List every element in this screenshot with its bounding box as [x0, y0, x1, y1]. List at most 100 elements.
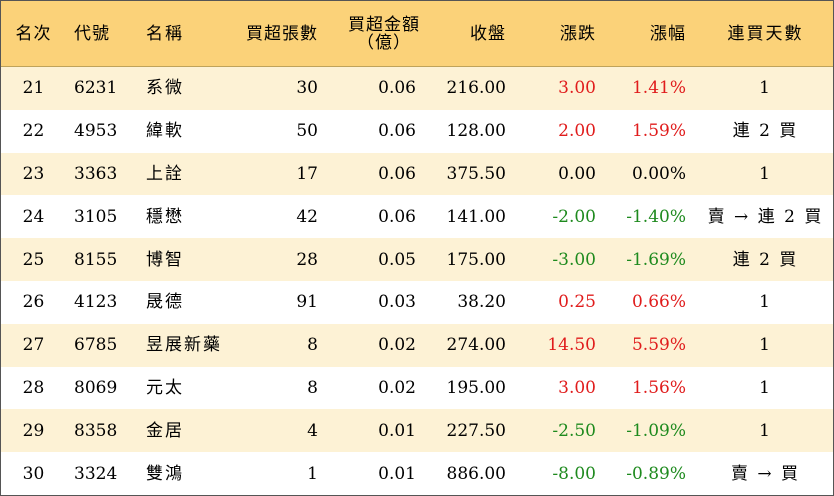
cell-change: -2.00: [552, 206, 596, 227]
header-name: 名稱: [146, 23, 184, 44]
cell-code: 3324: [74, 463, 118, 484]
header-code: 代號: [74, 23, 110, 44]
table-row: 24 3105 穩懋 42 0.06 141.00 -2.00 -1.40% 賣 → 連 2 買: [1, 195, 833, 239]
cell-close: 195.00: [446, 377, 506, 398]
cell-percent: 1.56%: [631, 377, 686, 398]
cell-close: 886.00: [446, 463, 506, 484]
cell-change: -3.00: [552, 249, 596, 270]
cell-days: 1: [759, 420, 772, 441]
cell-change: -2.50: [552, 420, 596, 441]
cell-code: 3363: [74, 163, 118, 184]
cell-code: 3105: [74, 206, 118, 227]
cell-amount: 0.02: [378, 335, 416, 356]
cell-days: 連 2 買: [732, 249, 799, 270]
cell-amount: 0.05: [378, 249, 416, 270]
cell-rank: 28: [22, 377, 45, 398]
cell-rank: 30: [22, 463, 45, 484]
table-body: 21 6231 系微 30 0.06 216.00 3.00 1.41% 1 22 4953 緯軟 50…: [1, 67, 833, 495]
cell-amount: 0.06: [378, 206, 416, 227]
cell-code: 8358: [74, 420, 118, 441]
cell-percent: 1.41%: [631, 78, 686, 99]
cell-amount: 0.01: [378, 420, 416, 441]
cell-amount: 0.01: [378, 463, 416, 484]
cell-amount: 0.06: [378, 121, 416, 142]
table-header: 名次 代號 名稱 買超張數 買超金額 （億） 收盤 漲跌 漲幅 連買天數: [1, 1, 833, 67]
cell-close: 375.50: [446, 163, 506, 184]
cell-name: 金居: [146, 420, 184, 441]
cell-change: 3.00: [558, 78, 596, 99]
header-percent: 漲幅: [650, 23, 686, 44]
cell-amount: 0.02: [378, 377, 416, 398]
cell-rank: 21: [22, 78, 45, 99]
table-row: 29 8358 金居 4 0.01 227.50 -2.50 -1.09% 1: [1, 409, 833, 453]
cell-name: 上詮: [146, 163, 184, 184]
cell-name: 系微: [146, 78, 184, 99]
cell-name: 博智: [146, 249, 184, 270]
cell-percent: -0.89%: [626, 463, 686, 484]
cell-close: 216.00: [446, 78, 506, 99]
table-row: 21 6231 系微 30 0.06 216.00 3.00 1.41% 1: [1, 67, 833, 110]
cell-close: 274.00: [446, 335, 506, 356]
cell-percent: -1.40%: [626, 206, 686, 227]
table-row: 25 8155 博智 28 0.05 175.00 -3.00 -1.69% 連 2 買: [1, 238, 833, 281]
cell-days: 1: [759, 78, 772, 99]
table-row: 26 4123 晟德 91 0.03 38.20 0.25 0.66% 1: [1, 280, 833, 324]
cell-rank: 29: [22, 420, 45, 441]
cell-code: 8069: [74, 377, 118, 398]
cell-volume: 8: [307, 377, 318, 398]
cell-percent: 5.59%: [631, 335, 686, 356]
cell-amount: 0.06: [378, 163, 416, 184]
cell-code: 4123: [74, 292, 118, 313]
cell-close: 175.00: [446, 249, 506, 270]
header-volume: 買超張數: [246, 23, 318, 44]
cell-volume: 17: [296, 163, 318, 184]
cell-percent: 0.66%: [631, 292, 686, 313]
header-rank: 名次: [15, 23, 52, 44]
cell-name: 元太: [146, 377, 184, 398]
header-change: 漲跌: [560, 23, 596, 44]
cell-close: 141.00: [446, 206, 506, 227]
cell-rank: 23: [22, 163, 45, 184]
header-amount-line2: （億）: [357, 32, 411, 53]
cell-amount: 0.06: [378, 78, 416, 99]
cell-rank: 24: [22, 206, 45, 227]
cell-code: 4953: [74, 121, 118, 142]
table-row: 23 3363 上詮 17 0.06 375.50 0.00 0.00% 1: [1, 152, 833, 196]
cell-days: 賣 → 連 2 買: [707, 206, 824, 227]
cell-change: 14.50: [547, 335, 596, 356]
cell-name: 緯軟: [146, 121, 184, 142]
cell-name: 穩懋: [146, 206, 184, 227]
cell-volume: 91: [296, 292, 318, 313]
cell-days: 1: [759, 292, 772, 313]
cell-rank: 25: [22, 249, 45, 270]
header-close: 收盤: [470, 23, 506, 44]
header-days: 連買天數: [727, 23, 804, 44]
cell-volume: 8: [307, 335, 318, 356]
cell-percent: 0.00%: [631, 163, 686, 184]
cell-days: 賣 → 買: [730, 463, 801, 484]
table-row: 30 3324 雙鴻 1 0.01 886.00 -8.00 -0.89% 賣 → 買: [1, 452, 833, 495]
cell-code: 8155: [74, 249, 118, 270]
cell-days: 連 2 買: [732, 121, 799, 142]
cell-volume: 1: [307, 463, 318, 484]
table-row: 28 8069 元太 8 0.02 195.00 3.00 1.56% 1: [1, 366, 833, 410]
cell-volume: 50: [296, 121, 318, 142]
cell-rank: 22: [22, 121, 45, 142]
cell-days: 1: [759, 335, 772, 356]
cell-close: 128.00: [446, 121, 506, 142]
cell-close: 227.50: [446, 420, 506, 441]
cell-percent: -1.09%: [626, 420, 686, 441]
cell-change: 0.25: [558, 292, 596, 313]
table-row: 27 6785 昱展新藥 8 0.02 274.00 14.50 5.59% 1: [1, 323, 833, 367]
cell-percent: 1.59%: [631, 121, 686, 142]
header-amount: 買超金額 （億）: [328, 16, 428, 52]
cell-code: 6231: [74, 78, 118, 99]
cell-change: 3.00: [558, 377, 596, 398]
cell-close: 38.20: [457, 292, 506, 313]
cell-amount: 0.03: [378, 292, 416, 313]
cell-volume: 28: [296, 249, 318, 270]
cell-name: 昱展新藥: [146, 335, 222, 356]
cell-rank: 26: [22, 292, 45, 313]
cell-change: 2.00: [558, 121, 596, 142]
cell-volume: 42: [296, 206, 318, 227]
